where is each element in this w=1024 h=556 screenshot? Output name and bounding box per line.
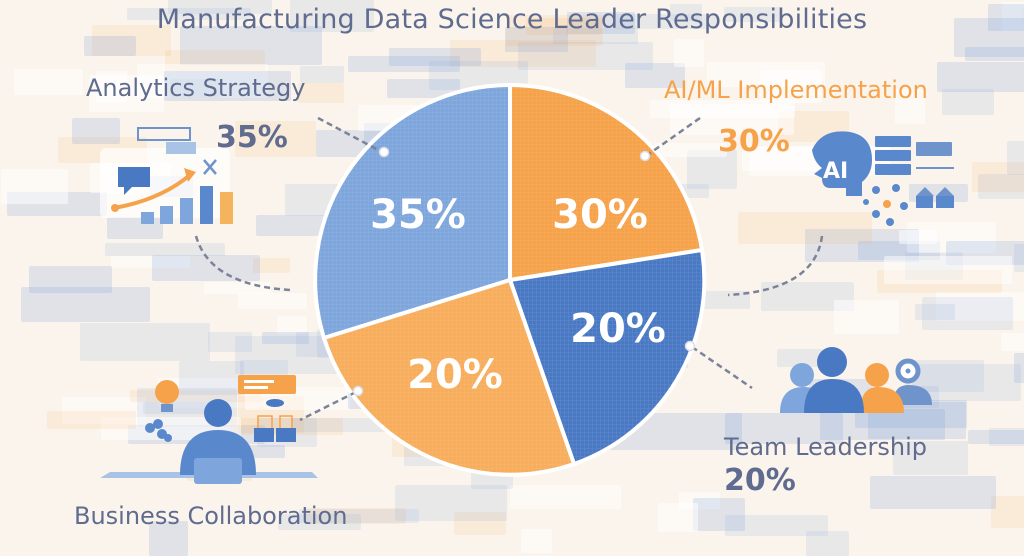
label-analytics-name: Analytics Strategy — [86, 74, 306, 102]
label-team-name: Team Leadership — [724, 433, 927, 461]
label-analytics-pct-wrap: 35% — [216, 120, 288, 155]
label-analytics-strategy: Analytics Strategy — [86, 74, 305, 102]
label-team-pct: 20% — [724, 463, 796, 498]
leader-lines — [194, 116, 824, 422]
label-team-leadership: Team Leadership 20% — [724, 433, 927, 498]
label-analytics-pct: 35% — [216, 120, 288, 155]
leader-line-team — [691, 345, 753, 390]
leader-curve-right — [727, 235, 824, 297]
label-business-collaboration: Business Collaboration — [74, 502, 347, 530]
slice-label-analytics: 35% — [370, 192, 466, 238]
label-aiml-implementation: AI/ML Implementation — [664, 76, 928, 104]
slice-label-aiml: 30% — [552, 192, 648, 238]
slice-label-team: 20% — [570, 306, 666, 352]
label-aiml-pct-wrap: 30% — [718, 124, 790, 159]
svg-text:AI: AI — [823, 159, 848, 184]
leader-line-business — [299, 390, 357, 422]
team-people-icon — [780, 347, 932, 413]
ai-head-network-icon: AI — [812, 131, 954, 226]
slice-label-business: 20% — [407, 352, 503, 398]
leader-line-aiml — [645, 116, 701, 158]
person-at-desk-icon — [100, 375, 318, 484]
leader-line-analytics — [317, 116, 383, 154]
slice-aiml-implementation[interactable] — [508, 82, 705, 283]
page-title: Manufacturing Data Science Leader Respon… — [156, 4, 868, 35]
label-aiml-name: AI/ML Implementation — [664, 76, 928, 104]
label-business-name: Business Collaboration — [74, 502, 348, 530]
analytics-chart-icon — [100, 127, 233, 224]
leader-curve-left — [194, 235, 291, 292]
pie-slices — [313, 82, 707, 477]
label-aiml-pct: 30% — [718, 124, 790, 159]
